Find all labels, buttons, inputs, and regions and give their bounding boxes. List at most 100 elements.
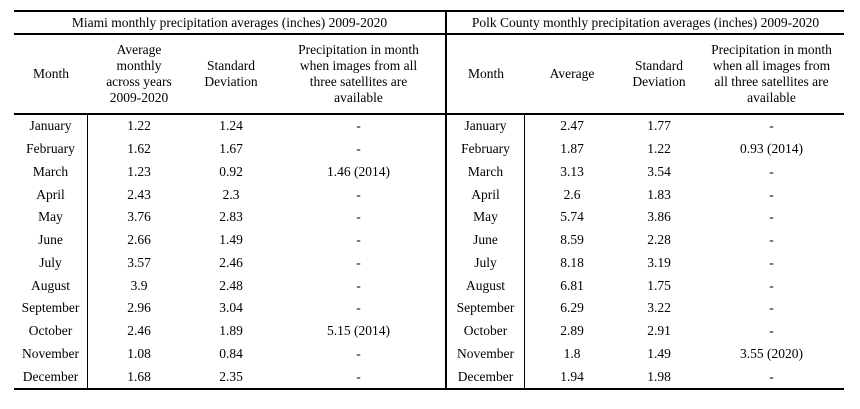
value-cell: 3.76 [127,209,151,225]
month-cell: February [14,137,88,161]
value-cell: 3.22 [647,300,671,316]
value-cell: 0.92 [219,163,243,179]
value-cell: 2.43 [127,186,151,202]
value-cell: 1.87 [560,141,584,157]
table-row: February 1.62 1.67 - [14,137,445,161]
value-cell: - [769,300,774,316]
table-row: January 1.22 1.24 - [14,115,445,138]
table-row: August 6.81 1.75 - [447,274,844,297]
value-cell: - [356,118,361,134]
month-cell: August [447,274,525,297]
value-cell: 1.77 [647,118,671,134]
table-row: December 1.94 1.98 - [447,365,844,388]
value-cell: 5.15 (2014) [327,323,390,339]
miami-column-header-precipitation: Precipitation in month when images from … [298,42,419,105]
table-row: July 3.57 2.46 - [14,251,445,275]
value-cell: - [356,345,361,361]
table-row: September 2.96 3.04 - [14,297,445,320]
month-cell: October [14,319,88,343]
value-cell: 1.75 [647,277,671,293]
value-cell: - [356,254,361,270]
value-cell: 1.46 (2014) [327,163,390,179]
value-cell: 6.29 [560,300,584,316]
value-cell: 1.94 [560,368,584,384]
table-row: July 8.18 3.19 - [447,251,844,275]
value-cell: 2.48 [219,277,243,293]
value-cell: 0.93 (2014) [740,141,803,157]
polk-column-header-month: Month [467,66,504,81]
value-cell: - [769,277,774,293]
value-cell: 8.18 [560,254,584,270]
month-cell: March [14,160,88,184]
value-cell: - [769,118,774,134]
value-cell: 2.47 [560,118,584,134]
value-cell: - [769,163,774,179]
value-cell: - [769,254,774,270]
table-row: June 2.66 1.49 - [14,228,445,252]
month-cell: May [14,206,88,229]
value-cell: 3.19 [647,254,671,270]
value-cell: - [769,368,774,384]
month-cell: September [14,297,88,320]
table-row: September 6.29 3.22 - [447,297,844,320]
month-cell: June [14,228,88,252]
month-cell: July [14,251,88,275]
value-cell: 3.9 [130,277,148,293]
table-row: October 2.89 2.91 - [447,319,844,343]
value-cell: - [356,368,361,384]
value-cell: - [356,277,361,293]
value-cell: 3.54 [647,163,671,179]
month-cell: February [447,137,525,161]
miami-table-title: Miami monthly precipitation averages (in… [14,12,445,35]
month-cell: September [447,297,525,320]
table-row: March 3.13 3.54 - [447,160,844,184]
table-row: August 3.9 2.48 - [14,274,445,297]
table-row: November 1.8 1.49 3.55 (2020) [447,342,844,366]
miami-column-header-std-deviation: Standard Deviation [204,58,258,89]
value-cell: - [769,323,774,339]
value-cell: 2.46 [219,254,243,270]
month-cell: May [447,206,525,229]
value-cell: - [769,209,774,225]
value-cell: 5.74 [560,209,584,225]
value-cell: - [356,300,361,316]
value-cell: - [769,186,774,202]
month-cell: April [14,183,88,206]
value-cell: 1.24 [219,118,243,134]
table-row: May 3.76 2.83 - [14,206,445,229]
table-row: May 5.74 3.86 - [447,206,844,229]
value-cell: 3.86 [647,209,671,225]
value-cell: 2.89 [560,323,584,339]
value-cell: 1.83 [647,186,671,202]
table-row: November 1.08 0.84 - [14,342,445,366]
value-cell: 3.57 [127,254,151,270]
polk-column-header-std-deviation: Standard Deviation [632,58,686,89]
polk-table-title: Polk County monthly precipitation averag… [447,12,844,35]
value-cell: 2.66 [127,232,151,248]
value-cell: 1.22 [127,118,151,134]
month-cell: November [447,342,525,366]
polk-table: Polk County monthly precipitation averag… [445,12,844,388]
table-row: December 1.68 2.35 - [14,365,445,388]
month-cell: December [14,365,88,388]
value-cell: - [769,232,774,248]
value-cell: 2.35 [219,368,243,384]
value-cell: 1.89 [219,323,243,339]
value-cell: 1.22 [647,141,671,157]
value-cell: 3.55 (2020) [740,345,803,361]
value-cell: 2.83 [219,209,243,225]
value-cell: 1.98 [647,368,671,384]
value-cell: 2.46 [127,323,151,339]
value-cell: 1.62 [127,141,151,157]
value-cell: 2.3 [222,186,240,202]
table-row: October 2.46 1.89 5.15 (2014) [14,319,445,343]
polk-header-row: Month Average Standard Deviation Precipi… [447,35,844,115]
miami-data-rows: January 1.22 1.24 - February 1.62 1.67 - March 1.… [14,115,445,388]
month-cell: August [14,274,88,297]
value-cell: - [356,209,361,225]
month-cell: January [447,115,525,138]
value-cell: - [356,232,361,248]
value-cell: 1.67 [219,141,243,157]
value-cell: 2.91 [647,323,671,339]
